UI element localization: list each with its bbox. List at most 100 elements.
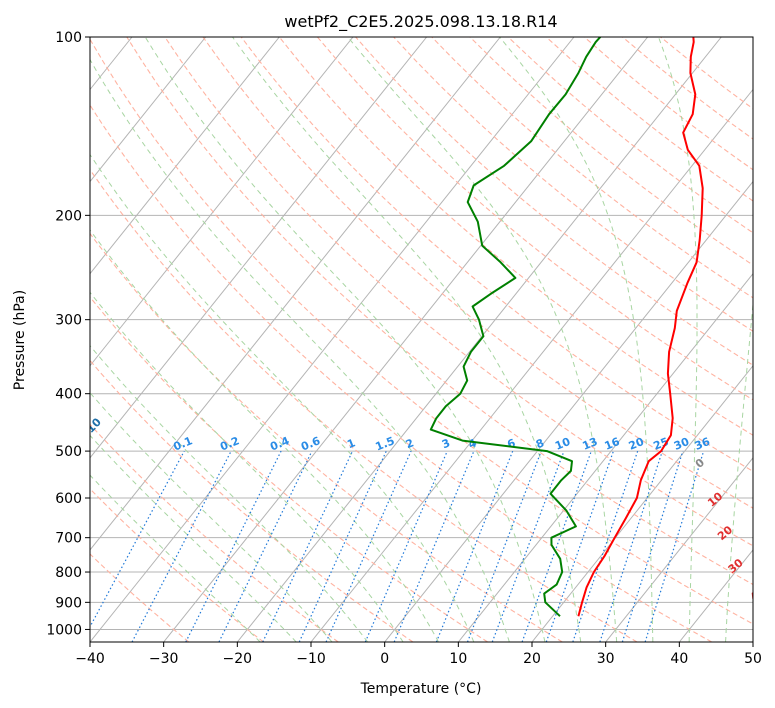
isotherm-line bbox=[90, 37, 428, 459]
moist-adiabat-label: 10 bbox=[705, 489, 725, 509]
isotherm-line bbox=[236, 37, 722, 642]
y-tick-label: 800 bbox=[55, 565, 82, 581]
mixing-ratio-line bbox=[218, 450, 313, 642]
isotherm-line bbox=[163, 37, 649, 642]
x-tick-label: −30 bbox=[149, 651, 179, 667]
moist-adiabat-label: 30 bbox=[726, 556, 746, 576]
isotherm-line bbox=[605, 457, 753, 642]
y-tick-label: 200 bbox=[55, 208, 82, 224]
dry-adiabat-line bbox=[393, 37, 753, 332]
mixing-ratio-line bbox=[393, 450, 475, 642]
isotherm-line bbox=[90, 37, 280, 275]
y-tick-label: 400 bbox=[55, 387, 82, 403]
y-tick-label: 700 bbox=[55, 531, 82, 547]
y-tick-label: 900 bbox=[55, 595, 82, 611]
moist-adiabat-line bbox=[90, 474, 261, 642]
moist-adiabat-line bbox=[144, 37, 546, 642]
plot-frame bbox=[89, 36, 754, 643]
isotherm-line bbox=[90, 37, 207, 183]
mixing-ratio-line bbox=[90, 450, 185, 629]
moist-adiabat-line bbox=[90, 58, 510, 642]
chart-title: wetPf2_C2E5.2025.098.13.18.R14 bbox=[284, 12, 557, 32]
mixing-ratio-label: 13 bbox=[580, 435, 599, 453]
y-tick-label: 600 bbox=[55, 491, 82, 507]
dry-adiabat-line bbox=[90, 232, 563, 642]
dry-adiabat-line bbox=[583, 37, 753, 171]
dry-adiabat-label: -20 bbox=[2, 392, 25, 415]
dry-adiabat-line bbox=[90, 553, 190, 642]
mixing-ratio-line bbox=[545, 450, 614, 642]
mixing-ratio-line bbox=[521, 450, 592, 642]
temperature-profile-line bbox=[577, 37, 704, 617]
x-tick-label: 10 bbox=[449, 651, 467, 667]
mixing-ratio-line bbox=[621, 450, 684, 642]
dry-adiabat-line bbox=[507, 37, 753, 234]
dry-adiabat-line bbox=[240, 37, 753, 472]
isotherm-line bbox=[678, 549, 753, 642]
isotherm-line bbox=[310, 88, 753, 642]
y-tick-label: 500 bbox=[55, 444, 82, 460]
mixing-ratio-line bbox=[325, 450, 412, 642]
mixing-ratio-label: 1 bbox=[345, 436, 357, 451]
dry-adiabat-line bbox=[545, 37, 753, 202]
dry-adiabat-line bbox=[202, 37, 753, 509]
dewpoint-profile-line bbox=[429, 37, 602, 617]
isotherm-line bbox=[384, 180, 753, 642]
y-tick-label: 100 bbox=[55, 30, 82, 46]
dry-adiabat-line bbox=[90, 359, 414, 642]
profile-lines bbox=[429, 37, 704, 617]
mixing-ratio-label: 2 bbox=[404, 436, 416, 451]
mixing-ratio-label: 10 bbox=[553, 435, 572, 453]
dry-adiabat-line bbox=[90, 104, 712, 642]
mixing-ratio-line bbox=[644, 450, 705, 642]
y-tick-label: 300 bbox=[55, 313, 82, 329]
x-tick-label: 20 bbox=[523, 651, 541, 667]
background-lines bbox=[90, 37, 753, 642]
mixing-ratio-label: 8 bbox=[534, 436, 546, 451]
moist-adiabat-line bbox=[90, 344, 369, 642]
x-tick-label: −20 bbox=[223, 651, 253, 667]
x-tick-label: 40 bbox=[670, 651, 688, 667]
isotherm-line bbox=[457, 272, 753, 642]
moist-adiabat-line bbox=[658, 37, 698, 642]
dry-adiabat-line bbox=[431, 37, 753, 299]
moist-adiabat-label: 40 bbox=[748, 584, 768, 604]
moist-adiabat-line bbox=[90, 229, 439, 642]
mixing-ratio-line bbox=[435, 450, 514, 642]
moist-adiabat-line bbox=[232, 37, 582, 642]
dry-adiabat-line bbox=[90, 296, 488, 642]
isotherm-line bbox=[90, 37, 501, 551]
moist-adiabat-line bbox=[347, 37, 618, 642]
isotherm-line bbox=[90, 37, 354, 367]
moist-adiabat-line bbox=[90, 392, 333, 642]
moist-adiabat-line bbox=[90, 153, 475, 642]
mixing-ratio-label: 30 bbox=[672, 435, 691, 453]
y-tick-label: 1000 bbox=[46, 622, 82, 638]
mixing-ratio-line bbox=[298, 450, 387, 642]
mixing-ratio-line bbox=[599, 450, 663, 642]
moist-adiabat-line bbox=[90, 291, 404, 642]
mixing-ratio-line bbox=[262, 450, 354, 642]
mixing-ratio-label: 6 bbox=[505, 436, 517, 451]
mixing-ratio-label: 36 bbox=[693, 435, 712, 453]
x-axis: −40 −30 −20 −10 0 10 20 30 40 50 bbox=[75, 642, 762, 667]
dry-adiabat-line bbox=[316, 37, 753, 401]
mixing-ratio-line bbox=[572, 450, 639, 642]
mixing-ratio-label: 20 bbox=[627, 435, 646, 453]
dry-adiabat-line bbox=[164, 37, 753, 547]
mixing-ratio-line bbox=[364, 450, 448, 642]
moist-adiabat-line bbox=[499, 37, 654, 642]
y-axis: 100 200 300 400 500 600 700 800 900 1000 bbox=[46, 30, 90, 638]
mixing-ratio-line bbox=[466, 450, 542, 642]
dry-adiabat-line bbox=[90, 423, 339, 642]
x-tick-label: 0 bbox=[380, 651, 389, 667]
x-tick-label: 50 bbox=[744, 651, 762, 667]
isotherm-line bbox=[90, 37, 575, 642]
mixing-ratio-label: 25 bbox=[652, 435, 671, 453]
moist-adiabat-line bbox=[725, 299, 753, 642]
isotherm-line bbox=[752, 641, 753, 642]
x-tick-label: 30 bbox=[597, 651, 615, 667]
dry-adiabat-line bbox=[90, 488, 264, 642]
dry-adiabat-line bbox=[278, 37, 753, 436]
